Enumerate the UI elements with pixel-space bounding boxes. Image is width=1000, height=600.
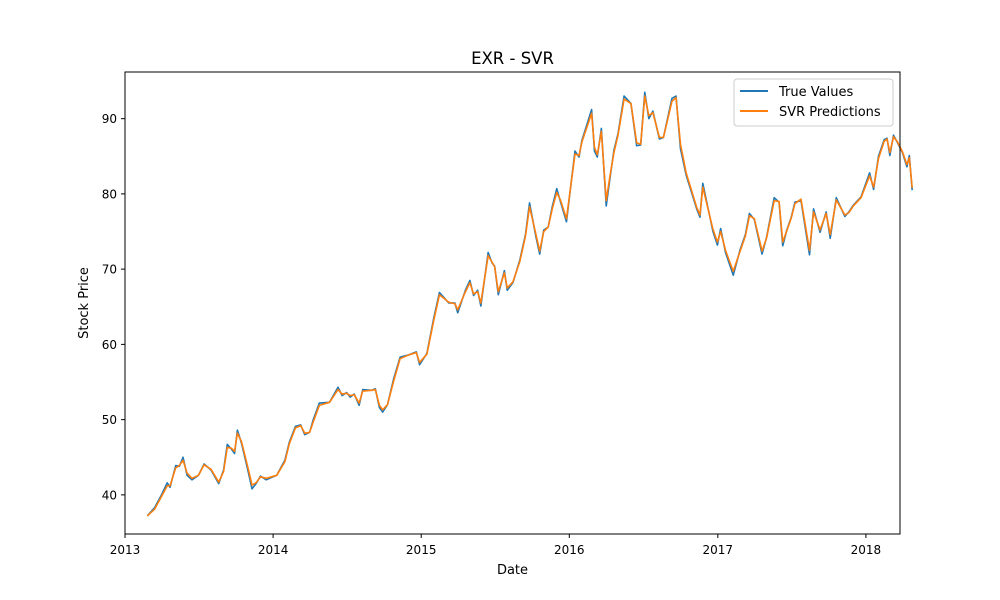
y-tick-label: 90 <box>102 112 117 126</box>
y-tick-label: 40 <box>102 488 117 502</box>
legend-label-true-values: True Values <box>778 85 853 100</box>
x-tick-label: 2016 <box>554 543 585 557</box>
chart-title: EXR - SVR <box>471 49 554 68</box>
legend: True Values SVR Predictions <box>733 78 894 127</box>
x-axis-label: Date <box>497 563 528 578</box>
y-tick-label: 70 <box>102 263 117 277</box>
y-axis: 40 50 60 70 80 90 <box>102 112 125 502</box>
y-axis-label: Stock Price <box>77 267 92 339</box>
x-axis: 2013 2014 2015 2016 2017 2018 <box>110 534 881 557</box>
x-tick-label: 2013 <box>110 543 141 557</box>
y-tick-label: 50 <box>102 413 117 427</box>
series-line-svr-predictions <box>146 95 913 517</box>
y-tick-label: 60 <box>102 338 117 352</box>
series-lines <box>146 91 913 517</box>
legend-label-svr-predictions: SVR Predictions <box>779 105 881 120</box>
plot-frame <box>124 71 901 535</box>
x-tick-label: 2014 <box>258 543 289 557</box>
x-tick-label: 2015 <box>406 543 437 557</box>
x-tick-label: 2018 <box>851 543 882 557</box>
x-tick-label: 2017 <box>703 543 734 557</box>
y-tick-label: 80 <box>102 187 117 201</box>
legend-box <box>733 78 894 127</box>
